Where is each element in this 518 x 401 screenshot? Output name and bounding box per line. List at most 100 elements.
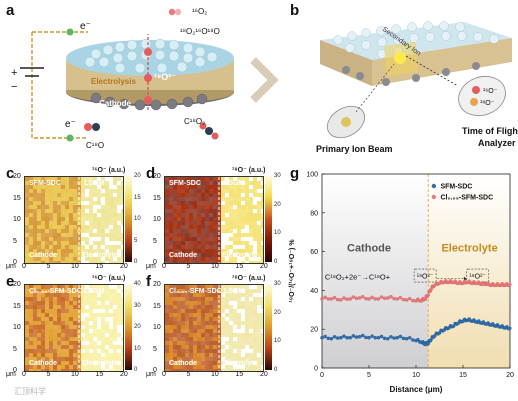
y-axis-label: ¹⁸O⁻/(¹⁶O⁻+¹⁸O⁻) % bbox=[289, 239, 296, 303]
data-point-sfm-sdc bbox=[401, 336, 406, 341]
data-point-sfm-sdc bbox=[382, 336, 387, 341]
data-point-sfm-sdc bbox=[395, 335, 399, 340]
data-point-cl-sfm-sdc bbox=[370, 295, 374, 300]
map-unit-label: μm bbox=[146, 263, 156, 270]
data-point-cl-sfm-sdc bbox=[351, 295, 356, 299]
oxide-ion-label: ¹⁸O²⁻ bbox=[154, 72, 176, 82]
process-arrow-icon bbox=[250, 57, 279, 103]
colorbar-tick: 10 bbox=[134, 216, 141, 222]
map-xtick: 20 bbox=[120, 371, 128, 378]
watermark-text: 汇顶科学 bbox=[14, 387, 46, 396]
map-xtick: 0 bbox=[22, 371, 26, 378]
o2-mix-label: ¹⁸O₂¹⁶O¹⁸O bbox=[180, 27, 220, 36]
data-point-cl-sfm-sdc bbox=[404, 298, 409, 302]
data-point-cl-sfm-sdc bbox=[354, 296, 359, 301]
map-xtick: 5 bbox=[46, 371, 51, 378]
ion-18-label: ¹⁸O⁻ bbox=[480, 100, 495, 107]
map-xtick: 20 bbox=[260, 371, 268, 378]
map-xtick: 0 bbox=[162, 263, 166, 270]
data-point-cl-sfm-sdc bbox=[382, 296, 387, 301]
electrolyte-region bbox=[428, 174, 510, 368]
data-point-cl-sfm-sdc bbox=[332, 295, 337, 300]
tof-sims-map-c: SFM-SDC LSGM Cathode Electrolyte bbox=[24, 176, 125, 265]
co2-label: C¹⁸O₂ bbox=[184, 117, 205, 126]
reaction-ion: ¹⁸O²⁻ bbox=[417, 274, 434, 281]
data-point-sfm-sdc bbox=[323, 334, 327, 339]
map-label-cathode-material: SFM-SDC bbox=[29, 180, 61, 187]
electron-bottom-dot bbox=[66, 134, 74, 142]
tof-sims-map-e: Cl₀.₀₅-SFM-SDC LSGM Cathode Electrolyte bbox=[24, 284, 125, 373]
map-label-electrolyte: Electrolyte bbox=[222, 252, 258, 259]
tof-line1: Time of Flight bbox=[462, 126, 518, 136]
map-xtick: 20 bbox=[260, 263, 268, 270]
data-point-cl-sfm-sdc bbox=[357, 296, 362, 300]
map-image-d bbox=[165, 177, 265, 265]
colorbar-tick: 0 bbox=[274, 367, 278, 373]
colorbar-tick: 0 bbox=[134, 367, 138, 373]
data-point-sfm-sdc bbox=[348, 335, 352, 340]
colorbar-tick: 30 bbox=[134, 302, 141, 309]
data-point-cl-sfm-sdc bbox=[326, 297, 331, 301]
map-ytick: 15 bbox=[13, 194, 21, 202]
data-point-sfm-sdc bbox=[508, 326, 512, 330]
data-point-sfm-sdc bbox=[404, 336, 409, 341]
data-point-sfm-sdc bbox=[342, 334, 346, 338]
region-label-electrolyte: Electrolyte bbox=[441, 243, 497, 255]
map-xtick: 0 bbox=[162, 371, 166, 378]
data-point-sfm-sdc bbox=[416, 337, 420, 342]
data-point-cl-sfm-sdc bbox=[360, 294, 365, 299]
legend-entry: Cl₀.₀₅-SFM-SDC bbox=[440, 195, 493, 202]
map-ytick: 15 bbox=[13, 302, 21, 310]
data-point-sfm-sdc bbox=[354, 335, 359, 339]
map-xtick: 10 bbox=[71, 263, 79, 270]
map-image-c bbox=[25, 177, 125, 265]
x-tick-label: 15 bbox=[459, 372, 467, 379]
data-point-sfm-sdc bbox=[345, 335, 349, 340]
colorbar-tick: 30 bbox=[274, 173, 281, 179]
panel-label-d: d bbox=[146, 165, 156, 182]
data-point-cl-sfm-sdc bbox=[508, 282, 512, 287]
data-point-cl-sfm-sdc bbox=[386, 296, 390, 300]
colorbar-d bbox=[265, 176, 272, 262]
map-label-cathode: Cathode bbox=[29, 360, 57, 367]
data-point-cl-sfm-sdc bbox=[323, 295, 327, 300]
colorbar-tick: 20 bbox=[274, 309, 281, 316]
panel-b-schematic: Secondary Ion Primary Ion Beam ¹⁶O⁻ ¹⁸O⁻… bbox=[316, 21, 518, 154]
data-point-sfm-sdc bbox=[335, 336, 340, 340]
map-image-f bbox=[165, 285, 265, 373]
data-point-cl-sfm-sdc bbox=[335, 297, 340, 302]
cathode-region bbox=[322, 174, 429, 368]
panel-label-f: f bbox=[146, 273, 151, 290]
primary-ion-beam-label: Primary Ion Beam bbox=[316, 144, 393, 154]
map-ytick: 5 bbox=[13, 237, 17, 245]
data-point-cl-sfm-sdc bbox=[339, 298, 343, 302]
map-label-electrolyte: Electrolyte bbox=[82, 252, 118, 259]
electron-top-dot bbox=[66, 28, 74, 36]
colorbar-f bbox=[265, 284, 272, 370]
electron-top-label: e⁻ bbox=[80, 21, 91, 32]
map-xtick: 10 bbox=[211, 263, 219, 270]
colorbar-tick: 15 bbox=[134, 194, 141, 201]
data-point-sfm-sdc bbox=[373, 335, 378, 340]
colorbar-tick: 10 bbox=[274, 338, 281, 345]
y-tick-label: 20 bbox=[310, 327, 318, 334]
ion-16-label: ¹⁶O⁻ bbox=[483, 88, 498, 95]
map-ytick: 20 bbox=[153, 281, 161, 288]
data-point-cl-sfm-sdc bbox=[376, 297, 381, 301]
data-point-sfm-sdc bbox=[398, 334, 403, 339]
map-label-electrolyte-material: LSGM bbox=[84, 180, 105, 187]
data-point-cl-sfm-sdc bbox=[379, 295, 384, 299]
reaction-ion-right: ¹⁸O²⁻ bbox=[469, 274, 486, 281]
panel-a-schematic: + − e⁻ e⁻ Electrolysis Cathode ¹⁸O²⁻ ¹⁶O… bbox=[11, 7, 234, 150]
data-point-cl-sfm-sdc bbox=[342, 296, 346, 300]
colorbar-tick: 40 bbox=[134, 281, 141, 287]
map-ytick: 10 bbox=[13, 324, 21, 331]
map-xtick: 5 bbox=[46, 263, 51, 270]
map-xtick: 20 bbox=[120, 263, 128, 270]
plus-sign: + bbox=[11, 67, 17, 79]
colorbar-tick: 20 bbox=[274, 201, 281, 208]
data-point-sfm-sdc bbox=[376, 335, 381, 340]
x-tick-label: 5 bbox=[367, 372, 371, 379]
map-ytick: 5 bbox=[153, 237, 157, 245]
map-xtick: 0 bbox=[22, 263, 26, 270]
